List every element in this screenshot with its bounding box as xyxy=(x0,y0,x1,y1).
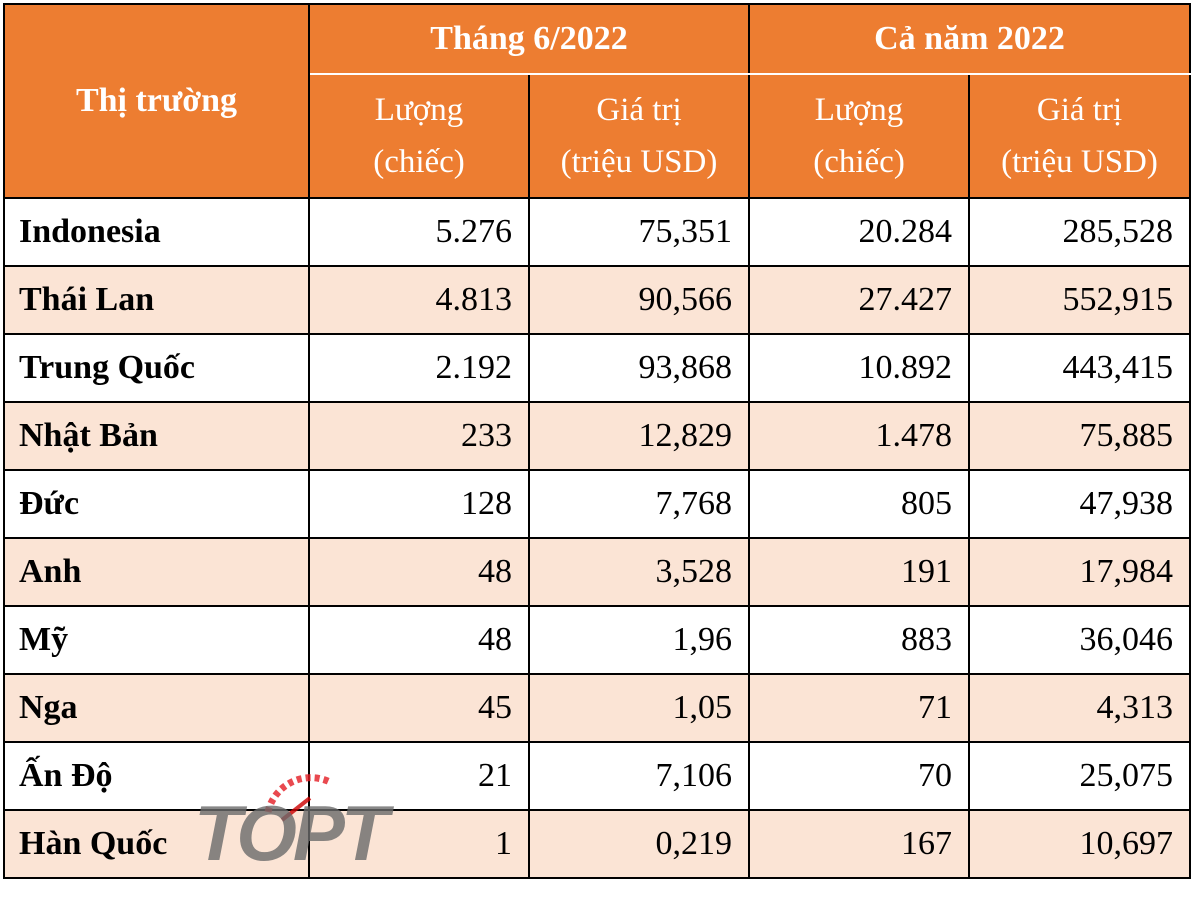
year-value: 75,885 xyxy=(968,401,1192,471)
market-name: Ấn Độ xyxy=(3,741,310,811)
table-body: Indonesia 5.276 75,351 20.284 285,528 Th… xyxy=(3,197,1192,879)
header-market: Thị trường xyxy=(3,3,310,199)
header-june-qty: Lượng (chiếc) xyxy=(308,73,530,199)
year-value: 443,415 xyxy=(968,333,1192,403)
header-year-2022: Cả năm 2022 xyxy=(748,3,1192,75)
header-year-qty: Lượng (chiếc) xyxy=(748,73,971,199)
table-row: Hàn Quốc 1 0,219 167 10,697 xyxy=(3,809,1192,879)
table-row: Ấn Độ 21 7,106 70 25,075 xyxy=(3,741,1192,811)
june-qty: 4.813 xyxy=(308,265,530,335)
table-row: Indonesia 5.276 75,351 20.284 285,528 xyxy=(3,197,1192,267)
year-qty: 805 xyxy=(748,469,971,539)
year-qty: 27.427 xyxy=(748,265,971,335)
june-qty: 233 xyxy=(308,401,530,471)
june-qty: 2.192 xyxy=(308,333,530,403)
header-value-unit: (triệu USD) xyxy=(560,144,718,180)
table-row: Trung Quốc 2.192 93,868 10.892 443,415 xyxy=(3,333,1192,403)
june-qty: 5.276 xyxy=(308,197,530,267)
year-value: 552,915 xyxy=(968,265,1192,335)
june-value: 0,219 xyxy=(527,809,751,879)
year-value: 25,075 xyxy=(968,741,1192,811)
market-name: Anh xyxy=(3,537,310,607)
header-qty-unit: (chiếc) xyxy=(373,144,465,180)
june-qty: 45 xyxy=(308,673,530,743)
june-value: 7,106 xyxy=(527,741,751,811)
table-row: Mỹ 48 1,96 883 36,046 xyxy=(3,605,1192,675)
june-qty: 48 xyxy=(308,537,530,607)
june-value: 90,566 xyxy=(527,265,751,335)
year-qty: 883 xyxy=(748,605,971,675)
header-june-value: Giá trị (triệu USD) xyxy=(527,73,751,199)
june-value: 7,768 xyxy=(527,469,751,539)
year-qty: 1.478 xyxy=(748,401,971,471)
table-row: Đức 128 7,768 805 47,938 xyxy=(3,469,1192,539)
header-june-2022: Tháng 6/2022 xyxy=(307,3,751,75)
header-value-label: Giá trị xyxy=(1036,92,1123,128)
table-row: Nhật Bản 233 12,829 1.478 75,885 xyxy=(3,401,1192,471)
june-value: 12,829 xyxy=(527,401,751,471)
market-name: Trung Quốc xyxy=(3,333,310,403)
year-qty: 70 xyxy=(748,741,971,811)
june-value: 1,05 xyxy=(527,673,751,743)
table-row: Nga 45 1,05 71 4,313 xyxy=(3,673,1192,743)
june-qty: 21 xyxy=(308,741,530,811)
header-qty-label: Lượng xyxy=(374,92,464,128)
june-qty: 128 xyxy=(308,469,530,539)
table-row: Thái Lan 4.813 90,566 27.427 552,915 xyxy=(3,265,1192,335)
year-value: 10,697 xyxy=(968,809,1192,879)
year-value: 47,938 xyxy=(968,469,1192,539)
market-name: Nga xyxy=(3,673,310,743)
year-value: 17,984 xyxy=(968,537,1192,607)
year-qty: 71 xyxy=(748,673,971,743)
year-qty: 20.284 xyxy=(748,197,971,267)
market-name: Thái Lan xyxy=(3,265,310,335)
year-qty: 191 xyxy=(748,537,971,607)
market-name: Hàn Quốc xyxy=(3,809,310,879)
june-value: 1,96 xyxy=(527,605,751,675)
year-value: 285,528 xyxy=(968,197,1192,267)
year-value: 4,313 xyxy=(968,673,1192,743)
table-header: Thị trường Tháng 6/2022 Cả năm 2022 Lượn… xyxy=(3,3,1192,199)
header-value-unit: (triệu USD) xyxy=(1001,144,1158,180)
header-value-label: Giá trị xyxy=(596,92,682,128)
market-name: Mỹ xyxy=(3,605,310,675)
market-name: Indonesia xyxy=(3,197,310,267)
year-qty: 10.892 xyxy=(748,333,971,403)
header-qty-label: Lượng xyxy=(814,92,904,128)
year-value: 36,046 xyxy=(968,605,1192,675)
june-value: 3,528 xyxy=(527,537,751,607)
header-year-value: Giá trị (triệu USD) xyxy=(968,73,1192,199)
june-qty: 1 xyxy=(308,809,530,879)
header-qty-unit: (chiếc) xyxy=(813,144,905,180)
market-name: Đức xyxy=(3,469,310,539)
market-table: Thị trường Tháng 6/2022 Cả năm 2022 Lượn… xyxy=(3,3,1192,879)
market-name: Nhật Bản xyxy=(3,401,310,471)
june-value: 75,351 xyxy=(527,197,751,267)
year-qty: 167 xyxy=(748,809,971,879)
june-value: 93,868 xyxy=(527,333,751,403)
june-qty: 48 xyxy=(308,605,530,675)
table-row: Anh 48 3,528 191 17,984 xyxy=(3,537,1192,607)
